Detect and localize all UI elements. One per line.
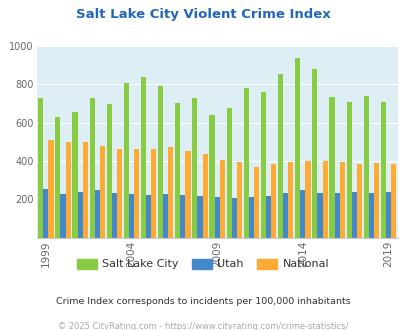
Bar <box>48 140 53 238</box>
Bar <box>117 148 122 238</box>
Bar <box>192 98 197 238</box>
Bar <box>107 104 111 238</box>
Bar <box>317 193 322 238</box>
Bar <box>300 190 305 238</box>
Bar <box>288 162 293 238</box>
Text: Salt Lake City Violent Crime Index: Salt Lake City Violent Crime Index <box>75 8 330 21</box>
Legend: Salt Lake City, Utah, National: Salt Lake City, Utah, National <box>76 259 329 269</box>
Bar <box>329 97 334 238</box>
Bar <box>202 154 207 238</box>
Text: © 2025 CityRating.com - https://www.cityrating.com/crime-statistics/: © 2025 CityRating.com - https://www.city… <box>58 322 347 330</box>
Bar <box>356 164 361 238</box>
Bar <box>231 198 237 238</box>
Bar <box>368 193 373 238</box>
Bar <box>89 98 94 238</box>
Bar <box>43 189 48 238</box>
Bar <box>283 193 288 238</box>
Bar <box>185 150 190 238</box>
Bar <box>129 194 134 238</box>
Bar <box>180 195 185 238</box>
Bar <box>390 164 395 238</box>
Bar <box>265 196 271 238</box>
Bar <box>373 163 378 238</box>
Bar <box>197 196 202 238</box>
Bar <box>237 162 241 238</box>
Bar <box>38 98 43 238</box>
Bar <box>72 112 77 238</box>
Bar <box>322 161 327 238</box>
Bar <box>83 142 87 238</box>
Bar <box>158 86 163 238</box>
Bar <box>260 92 265 238</box>
Bar <box>226 108 231 238</box>
Bar <box>175 103 180 238</box>
Bar <box>277 74 283 238</box>
Bar <box>346 102 351 238</box>
Bar <box>94 190 100 238</box>
Bar <box>111 193 117 238</box>
Bar <box>77 192 83 238</box>
Bar <box>65 142 70 238</box>
Bar <box>168 147 173 238</box>
Bar <box>219 160 224 238</box>
Bar <box>339 162 344 238</box>
Bar <box>294 58 300 238</box>
Bar <box>146 195 151 238</box>
Bar <box>134 149 139 238</box>
Bar <box>209 115 214 238</box>
Bar <box>151 148 156 238</box>
Bar <box>55 117 60 238</box>
Bar <box>271 164 276 238</box>
Bar <box>351 192 356 238</box>
Bar <box>243 88 248 238</box>
Bar <box>60 194 65 238</box>
Bar <box>100 146 104 238</box>
Bar <box>380 102 385 238</box>
Bar <box>124 82 129 238</box>
Text: Crime Index corresponds to incidents per 100,000 inhabitants: Crime Index corresponds to incidents per… <box>55 297 350 306</box>
Bar <box>141 77 146 238</box>
Bar <box>248 197 254 238</box>
Bar <box>214 197 219 238</box>
Bar <box>163 194 168 238</box>
Bar <box>363 96 368 238</box>
Bar <box>334 193 339 238</box>
Bar <box>254 167 258 238</box>
Bar <box>385 192 390 238</box>
Bar <box>305 161 310 238</box>
Bar <box>311 69 317 238</box>
